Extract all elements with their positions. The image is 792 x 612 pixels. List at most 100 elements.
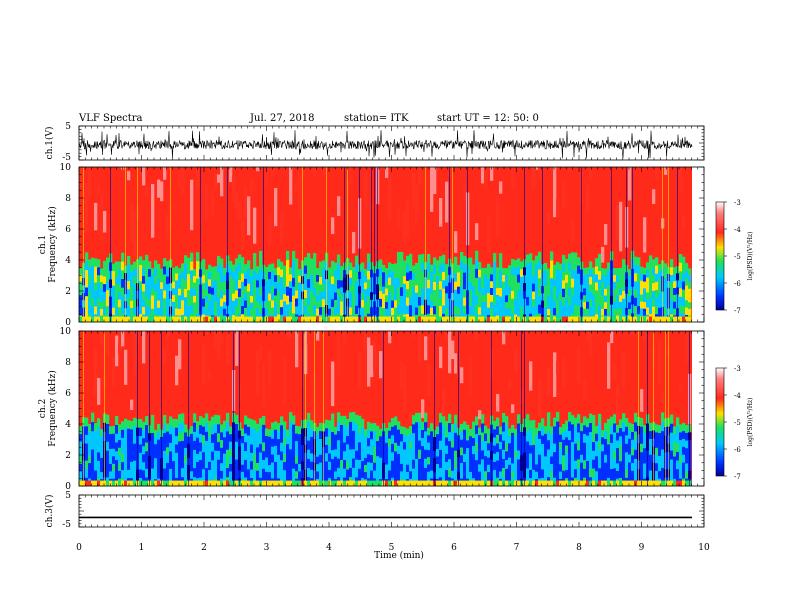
spectrogram-cell (448, 413, 452, 424)
spectrogram-cell (490, 316, 494, 322)
spectrogram-cell (619, 288, 623, 296)
spectrogram-cell (127, 272, 131, 282)
spectrogram-cell (619, 316, 623, 322)
spectrogram-cell (292, 268, 296, 278)
spectrogram-cell (673, 308, 677, 316)
spectrogram-cell (574, 434, 578, 444)
spectrogram-cell (295, 455, 299, 464)
spectrogram-cell (496, 393, 500, 412)
spectrogram-cell (631, 470, 635, 479)
spectrogram-cell (271, 263, 275, 272)
spectrogram-cell (145, 186, 149, 197)
spectrogram-cell (670, 468, 674, 478)
spectrogram-cell (241, 450, 245, 458)
spectrogram-cell (277, 480, 281, 486)
spectrogram-cell (373, 430, 377, 440)
spectrogram-cell (88, 424, 92, 433)
spectrogram-cell (664, 278, 668, 286)
spectrogram-cell (457, 316, 461, 322)
spectrogram-cell (220, 424, 224, 433)
spectrogram-cell (613, 281, 617, 289)
spectrogram-cell (493, 461, 497, 471)
spectrogram-cell (409, 287, 413, 297)
spectrogram-cell (634, 297, 638, 306)
spectrogram-cell (406, 297, 410, 306)
spectrogram-cell (199, 424, 203, 434)
spectrogram-cell (217, 441, 221, 451)
spectrogram-cell (547, 421, 551, 432)
spectrogram-cell (112, 448, 116, 457)
spectrogram-cell (508, 380, 512, 390)
spectrogram-cell (616, 470, 620, 479)
spectrogram-cell (310, 290, 314, 299)
spectrogram-cell (490, 294, 494, 302)
spectrogram-cell (223, 281, 227, 289)
ch2-spectrogram-ylabel: ch.2Frequency (kHz) (38, 370, 58, 447)
spectrogram-cell (367, 296, 371, 306)
spectrogram-cell (250, 275, 254, 283)
spectrogram-cell (163, 432, 167, 442)
spectrogram-cell (508, 279, 512, 287)
spectrogram-cell (340, 280, 344, 288)
spectrogram-cell (559, 316, 563, 322)
spectrogram-cell (181, 458, 185, 469)
spectrogram-cell (673, 463, 677, 472)
spectrogram-cell (511, 266, 515, 276)
spectrogram-cell (472, 300, 476, 308)
spectrogram-cell (406, 272, 410, 281)
spectrogram-cell (349, 307, 353, 315)
spectrogram-cell (265, 301, 269, 309)
spectrogram-cell (520, 261, 524, 270)
spectrogram-cell (445, 453, 449, 462)
spectrogram-cell (289, 412, 293, 422)
spectrogram-cell (586, 267, 590, 275)
spectrogram-cell (571, 441, 575, 451)
spectrogram-cell (244, 441, 248, 452)
spectrogram-cell (85, 304, 89, 314)
spectrogram-cell (217, 432, 221, 443)
spectrogram-cell (535, 272, 539, 281)
spectrogram-cell (607, 452, 611, 462)
spectrogram-cell (412, 450, 416, 460)
spectrogram-cell (547, 281, 551, 289)
spectrogram-cell (409, 262, 413, 272)
spectrogram-cell (337, 412, 341, 422)
spectrogram-cell (475, 286, 479, 296)
spectrogram-cell (373, 446, 377, 455)
spectrogram-cell (91, 281, 95, 291)
spectrogram-cell (364, 457, 368, 465)
spectrogram-cell (640, 468, 644, 478)
spectrogram-cell (190, 179, 194, 231)
spectrogram-cell (208, 469, 212, 479)
spectrogram-cell (265, 273, 269, 282)
spectrogram-cell (595, 282, 599, 291)
spectrogram-cell (250, 480, 254, 486)
spectrogram-cell (340, 308, 344, 316)
spectrogram-cell (394, 285, 398, 294)
spectrogram-cell (607, 427, 611, 437)
spectrogram-cell (79, 463, 83, 472)
spectrogram-cell (532, 298, 536, 307)
spectrogram-cell (508, 293, 512, 302)
spectrogram-cell (103, 276, 107, 285)
spectrogram-cell (475, 425, 479, 435)
spectrogram-cell (364, 331, 368, 351)
spectrogram-cell (682, 264, 686, 274)
spectrogram-cell (562, 423, 566, 433)
spectrogram-cell (388, 422, 392, 431)
spectrogram-cell (568, 287, 572, 297)
spectrogram-cell (310, 436, 314, 446)
spectrogram-cell (292, 277, 296, 287)
spectrogram-cell (157, 271, 161, 279)
spectrogram-cell (280, 213, 284, 243)
spectrogram-cell (487, 464, 491, 472)
spectrogram-cell (268, 278, 272, 287)
spectrogram-cell (283, 437, 287, 446)
spectrogram-cell (172, 427, 176, 436)
spectrogram-cell (670, 432, 674, 442)
spectrogram-cell (130, 421, 134, 430)
spectrogram-cell (322, 268, 326, 277)
spectrogram-cell (472, 480, 476, 486)
spectrogram-cell (229, 291, 233, 300)
spectrogram-cell (565, 469, 569, 479)
